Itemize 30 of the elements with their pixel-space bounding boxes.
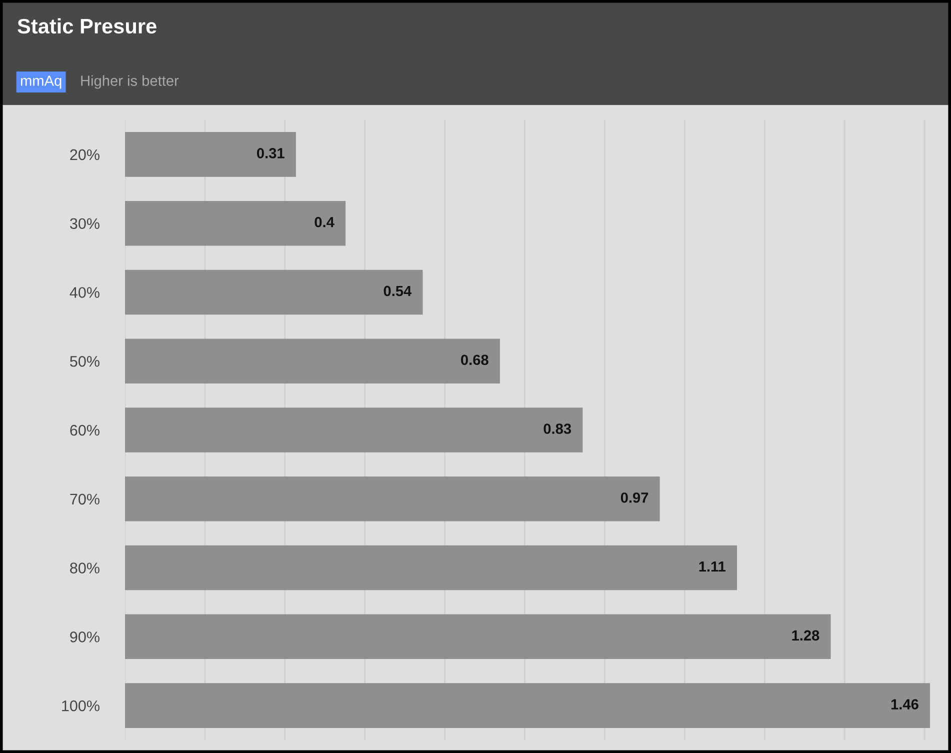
y-tick-label: 70% [70,494,100,505]
data-label: 0.54 [384,286,412,296]
y-tick-label: 40% [70,287,100,298]
text: Higher is better [81,75,179,89]
bar [125,476,660,522]
bar [125,683,930,728]
data-label: 1.46 [891,699,918,710]
bar [125,614,831,660]
y-tick-label: 30% [70,218,100,230]
bar [125,408,583,452]
bar [125,545,738,590]
y-tick-label: 100% [62,700,100,712]
y-tick-label: 90% [70,632,100,642]
y-tick-label: 50% [70,356,100,367]
bar [125,200,346,246]
y-tick-label: 60% [70,424,100,436]
bar [125,338,500,384]
y-tick-label: 20% [70,149,100,160]
data-label: 1.28 [792,630,820,641]
data-label: 0.68 [461,354,488,366]
data-label: 0.97 [620,492,648,503]
text: mmAq [20,76,62,89]
bar [125,132,296,177]
data-label: 0.4 [314,216,334,228]
data-label: 0.31 [257,148,284,158]
data-label: 0.83 [544,424,571,434]
y-tick-label: 80% [70,562,100,574]
bar [125,270,423,315]
data-label: 1.11 [699,562,726,572]
chart-title: Static Presure [18,18,156,34]
